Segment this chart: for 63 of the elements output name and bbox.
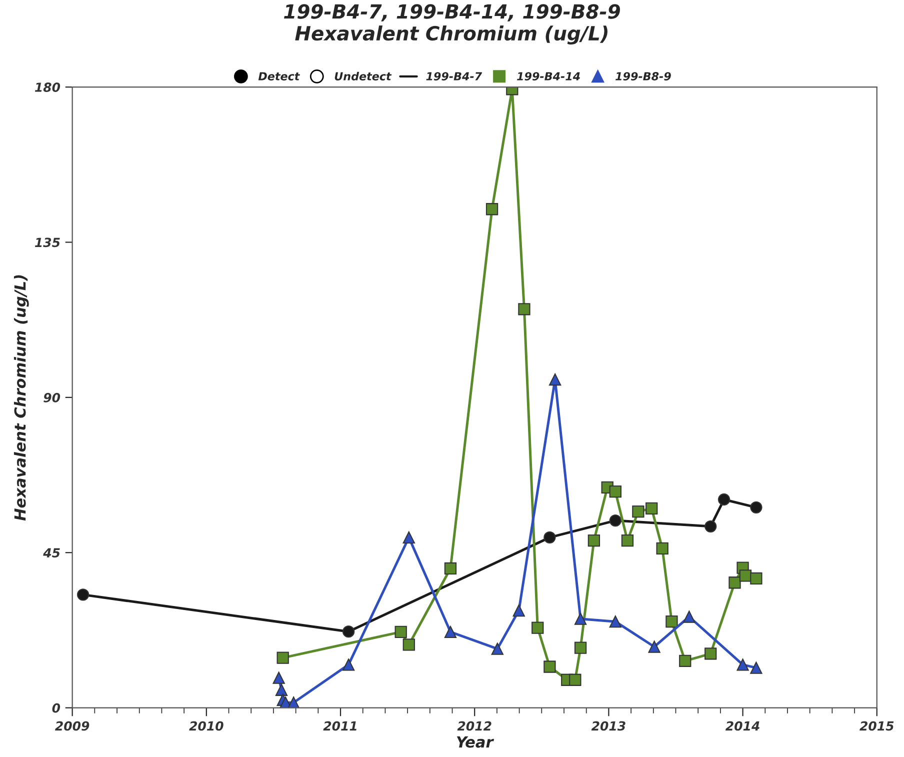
y-tick-label: 135 [34, 238, 60, 248]
point [544, 660, 556, 673]
x-tick-label: 2015 [860, 721, 894, 731]
point [394, 626, 407, 638]
point [518, 303, 530, 316]
point [276, 652, 289, 664]
point [718, 493, 730, 506]
point [632, 505, 644, 518]
point [683, 610, 696, 623]
x-tick-label: 2009 [55, 721, 90, 731]
point [648, 640, 660, 653]
point [444, 626, 457, 638]
point [272, 672, 285, 684]
point [736, 658, 749, 671]
point [646, 502, 658, 515]
point [574, 642, 587, 654]
point [548, 373, 562, 386]
point [656, 542, 668, 555]
point [588, 534, 600, 547]
point [739, 570, 752, 582]
text: Detect [258, 72, 300, 80]
y-axis-title: Hexavalent Chromium (ug/L) [14, 275, 29, 521]
text: Undetect [334, 72, 392, 80]
x-tick-label: 2013 [591, 721, 626, 731]
point [444, 562, 457, 575]
point [704, 520, 717, 532]
point [512, 604, 525, 617]
legend-label: 199-B8-9 [616, 72, 671, 80]
point [704, 648, 717, 660]
point [76, 588, 90, 601]
y-tick-label: 45 [43, 548, 60, 558]
point [569, 674, 582, 686]
point [679, 654, 692, 667]
x-tick-label: 2012 [457, 721, 492, 731]
point [342, 626, 355, 638]
point [750, 501, 762, 514]
point [491, 642, 504, 655]
y-tick-label: 90 [44, 392, 60, 402]
x-tick-label: 2014 [725, 721, 760, 731]
point [609, 616, 622, 628]
point [402, 531, 415, 544]
point [532, 622, 544, 634]
x-axis-title: Year [456, 736, 494, 748]
x-tick-label: 2010 [189, 721, 224, 731]
point [750, 572, 762, 585]
chart-title: 199-B4-7, 199-B4-14, 199-B8-9 Hexavalent Chromium (ug/L) [284, 4, 620, 45]
legend-label: 199-B4-7 [426, 72, 482, 80]
point [666, 616, 678, 628]
point [544, 531, 556, 544]
point [342, 658, 355, 671]
point [486, 203, 498, 216]
legend-label: 199-B4-14 [516, 72, 580, 80]
point [609, 514, 622, 527]
point [750, 662, 762, 674]
x-tick-label: 2011 [323, 721, 356, 731]
y-tick-label: 0 [52, 703, 60, 713]
y-tick-label: 180 [34, 82, 60, 92]
point [609, 485, 622, 498]
point [574, 612, 587, 625]
point [621, 534, 634, 547]
point [402, 638, 415, 651]
point [728, 576, 741, 589]
point [275, 684, 288, 696]
